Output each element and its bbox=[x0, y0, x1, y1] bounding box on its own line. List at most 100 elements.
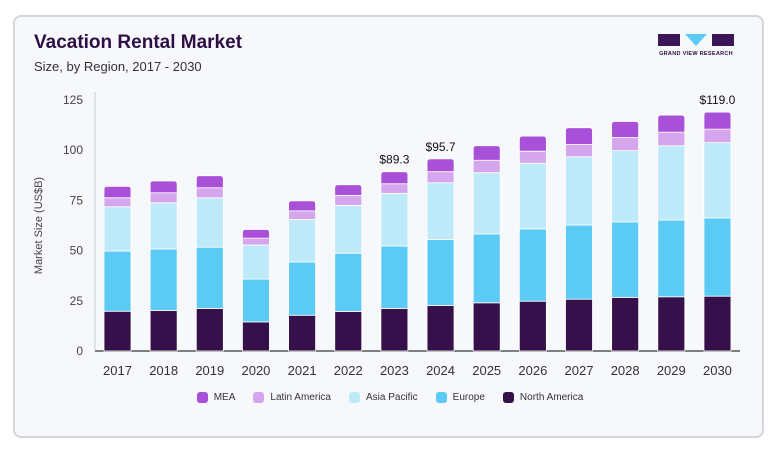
bar-segment bbox=[426, 305, 455, 352]
bar-segment bbox=[657, 219, 686, 298]
bar-segment bbox=[565, 156, 593, 226]
bar-segment bbox=[242, 244, 270, 280]
bar-segment bbox=[611, 137, 640, 152]
legend-item: Asia Pacific bbox=[348, 392, 418, 403]
bar-segment bbox=[103, 310, 132, 352]
bar-segment bbox=[288, 314, 317, 352]
x-tick-label: 2023 bbox=[380, 363, 409, 378]
x-tick-label: 2030 bbox=[703, 363, 732, 378]
bar-segment bbox=[195, 175, 224, 189]
bar-segment bbox=[703, 217, 732, 297]
legend-swatch bbox=[253, 392, 265, 403]
bar-segment bbox=[611, 121, 640, 138]
y-axis-title: Market Size (US$B) bbox=[33, 177, 45, 274]
legend-item: Europe bbox=[435, 392, 485, 403]
bar-segment bbox=[242, 229, 270, 239]
bar-segment bbox=[103, 185, 132, 199]
bar-segment bbox=[518, 135, 547, 152]
bar-segment bbox=[472, 159, 501, 174]
x-tick-label: 2019 bbox=[195, 363, 224, 378]
bar-segment bbox=[657, 131, 686, 147]
legend-swatch bbox=[502, 392, 514, 403]
data-label: $95.7 bbox=[426, 140, 456, 154]
bar-segment bbox=[149, 192, 178, 204]
bar-segment bbox=[195, 246, 224, 309]
bar-segment bbox=[334, 311, 363, 352]
bar-segment bbox=[149, 248, 178, 311]
legend-swatch bbox=[196, 392, 208, 403]
bar-segment bbox=[518, 162, 547, 230]
legend-item: North America bbox=[502, 392, 584, 403]
bar-segment bbox=[565, 298, 593, 352]
legend: MEA Latin America Asia Pacific Europe North … bbox=[0, 392, 780, 403]
bar-segment bbox=[611, 296, 640, 352]
bar-segment bbox=[426, 171, 455, 184]
bar-segment bbox=[242, 321, 270, 352]
bar-segment bbox=[288, 210, 317, 220]
bar-segment bbox=[565, 127, 593, 145]
bar-segment bbox=[380, 308, 409, 352]
y-tick-label: 75 bbox=[70, 193, 84, 207]
bar-segment bbox=[657, 145, 686, 221]
x-tick-label: 2018 bbox=[149, 363, 178, 378]
bar-segment bbox=[334, 194, 363, 206]
bar-segment bbox=[472, 233, 501, 304]
legend-label: Europe bbox=[452, 392, 485, 403]
x-tick-label: 2026 bbox=[518, 363, 547, 378]
bar-segment bbox=[472, 302, 501, 352]
bar-segment bbox=[426, 158, 455, 173]
data-label: $119.0 bbox=[700, 93, 736, 107]
legend-swatch bbox=[435, 392, 447, 403]
legend-item: MEA bbox=[196, 392, 236, 403]
bar-segment bbox=[334, 252, 363, 312]
bar-segment bbox=[103, 250, 132, 312]
x-tick-label: 2021 bbox=[288, 363, 317, 378]
bar-segment bbox=[518, 228, 547, 302]
bar-segment bbox=[657, 114, 686, 133]
bar-segment bbox=[703, 128, 732, 143]
brand-logo-text: GRAND VIEW RESEARCH bbox=[659, 51, 733, 57]
bar-segment bbox=[380, 171, 409, 185]
data-label: $89.3 bbox=[379, 153, 409, 167]
bar-segment bbox=[611, 150, 640, 223]
y-tick-label: 50 bbox=[70, 244, 84, 258]
bar-segment bbox=[288, 219, 317, 263]
bar-segment bbox=[334, 184, 363, 196]
x-tick-label: 2029 bbox=[657, 363, 686, 378]
bar-segment bbox=[657, 296, 686, 352]
bar-segment bbox=[380, 245, 409, 309]
bar-segment bbox=[472, 172, 501, 235]
bar-segment bbox=[380, 183, 409, 194]
bar-segment bbox=[242, 237, 270, 246]
brand-logo bbox=[658, 34, 734, 46]
x-tick-label: 2017 bbox=[103, 363, 132, 378]
bar-segment bbox=[149, 202, 178, 250]
x-tick-label: 2024 bbox=[426, 363, 455, 378]
legend-label: Asia Pacific bbox=[365, 392, 418, 403]
bar-segment bbox=[518, 300, 547, 352]
y-tick-label: 0 bbox=[76, 344, 83, 358]
bar-segment bbox=[611, 221, 640, 298]
bar-segment bbox=[565, 224, 593, 300]
legend-label: North America bbox=[519, 392, 584, 403]
bar-segment bbox=[426, 182, 455, 240]
y-tick-label: 25 bbox=[70, 294, 84, 308]
legend-label: Latin America bbox=[270, 392, 331, 403]
y-tick-label: 125 bbox=[63, 93, 83, 107]
bar-segment bbox=[565, 144, 593, 158]
chart-subtitle: Size, by Region, 2017 - 2030 bbox=[34, 59, 202, 74]
chart-title: Vacation Rental Market bbox=[34, 32, 243, 53]
bar-segment bbox=[195, 187, 224, 199]
bar-segment bbox=[703, 295, 732, 352]
bar-segment bbox=[334, 205, 363, 254]
bar-segment bbox=[149, 180, 178, 194]
x-tick-label: 2028 bbox=[611, 363, 640, 378]
legend-item: Latin America bbox=[253, 392, 331, 403]
bar-segment bbox=[380, 192, 409, 247]
bar-segment bbox=[518, 150, 547, 164]
bar-segment bbox=[472, 145, 501, 161]
x-tick-label: 2022 bbox=[334, 363, 363, 378]
legend-label: MEA bbox=[213, 392, 236, 403]
bar-segment bbox=[195, 308, 224, 352]
